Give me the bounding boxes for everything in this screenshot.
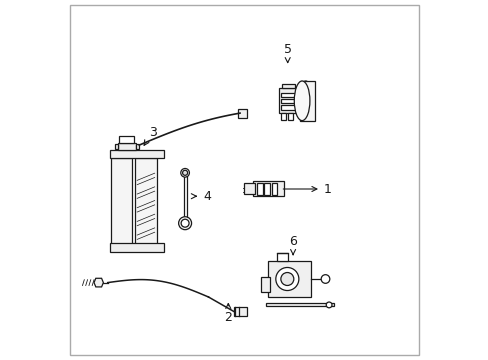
Text: 4: 4 [191,190,210,203]
Bar [260,277,269,292]
Bar [233,307,247,316]
Bar [118,143,135,150]
Circle shape [181,168,189,177]
Bar [244,183,254,194]
Text: 5: 5 [283,43,291,63]
Polygon shape [94,278,103,287]
Bar [287,113,292,120]
Text: 2: 2 [224,303,232,324]
Circle shape [178,217,191,230]
Bar [238,109,247,118]
Circle shape [182,170,187,175]
Bar [135,144,139,149]
Bar [276,253,287,261]
Bar [267,261,310,297]
Text: 6: 6 [288,235,296,255]
Bar [257,183,262,195]
Text: 3: 3 [144,126,156,145]
Bar [135,158,156,245]
Bar [109,243,163,252]
Bar [280,93,298,97]
Circle shape [181,219,189,227]
Circle shape [275,267,298,291]
Bar [280,99,298,103]
Bar [299,81,314,121]
Bar [253,181,284,196]
Bar [264,183,269,195]
Ellipse shape [297,81,313,121]
Circle shape [321,275,329,283]
Bar [119,136,134,143]
Circle shape [280,273,293,285]
Bar [280,113,285,120]
Bar [278,88,300,113]
Bar [282,84,294,88]
Bar [115,144,118,149]
Bar [265,303,334,306]
Bar [111,158,132,245]
Circle shape [325,302,331,308]
Bar [109,150,163,158]
Text: 1: 1 [283,183,331,195]
Bar [280,105,298,110]
Ellipse shape [294,81,309,121]
Bar [271,183,276,195]
